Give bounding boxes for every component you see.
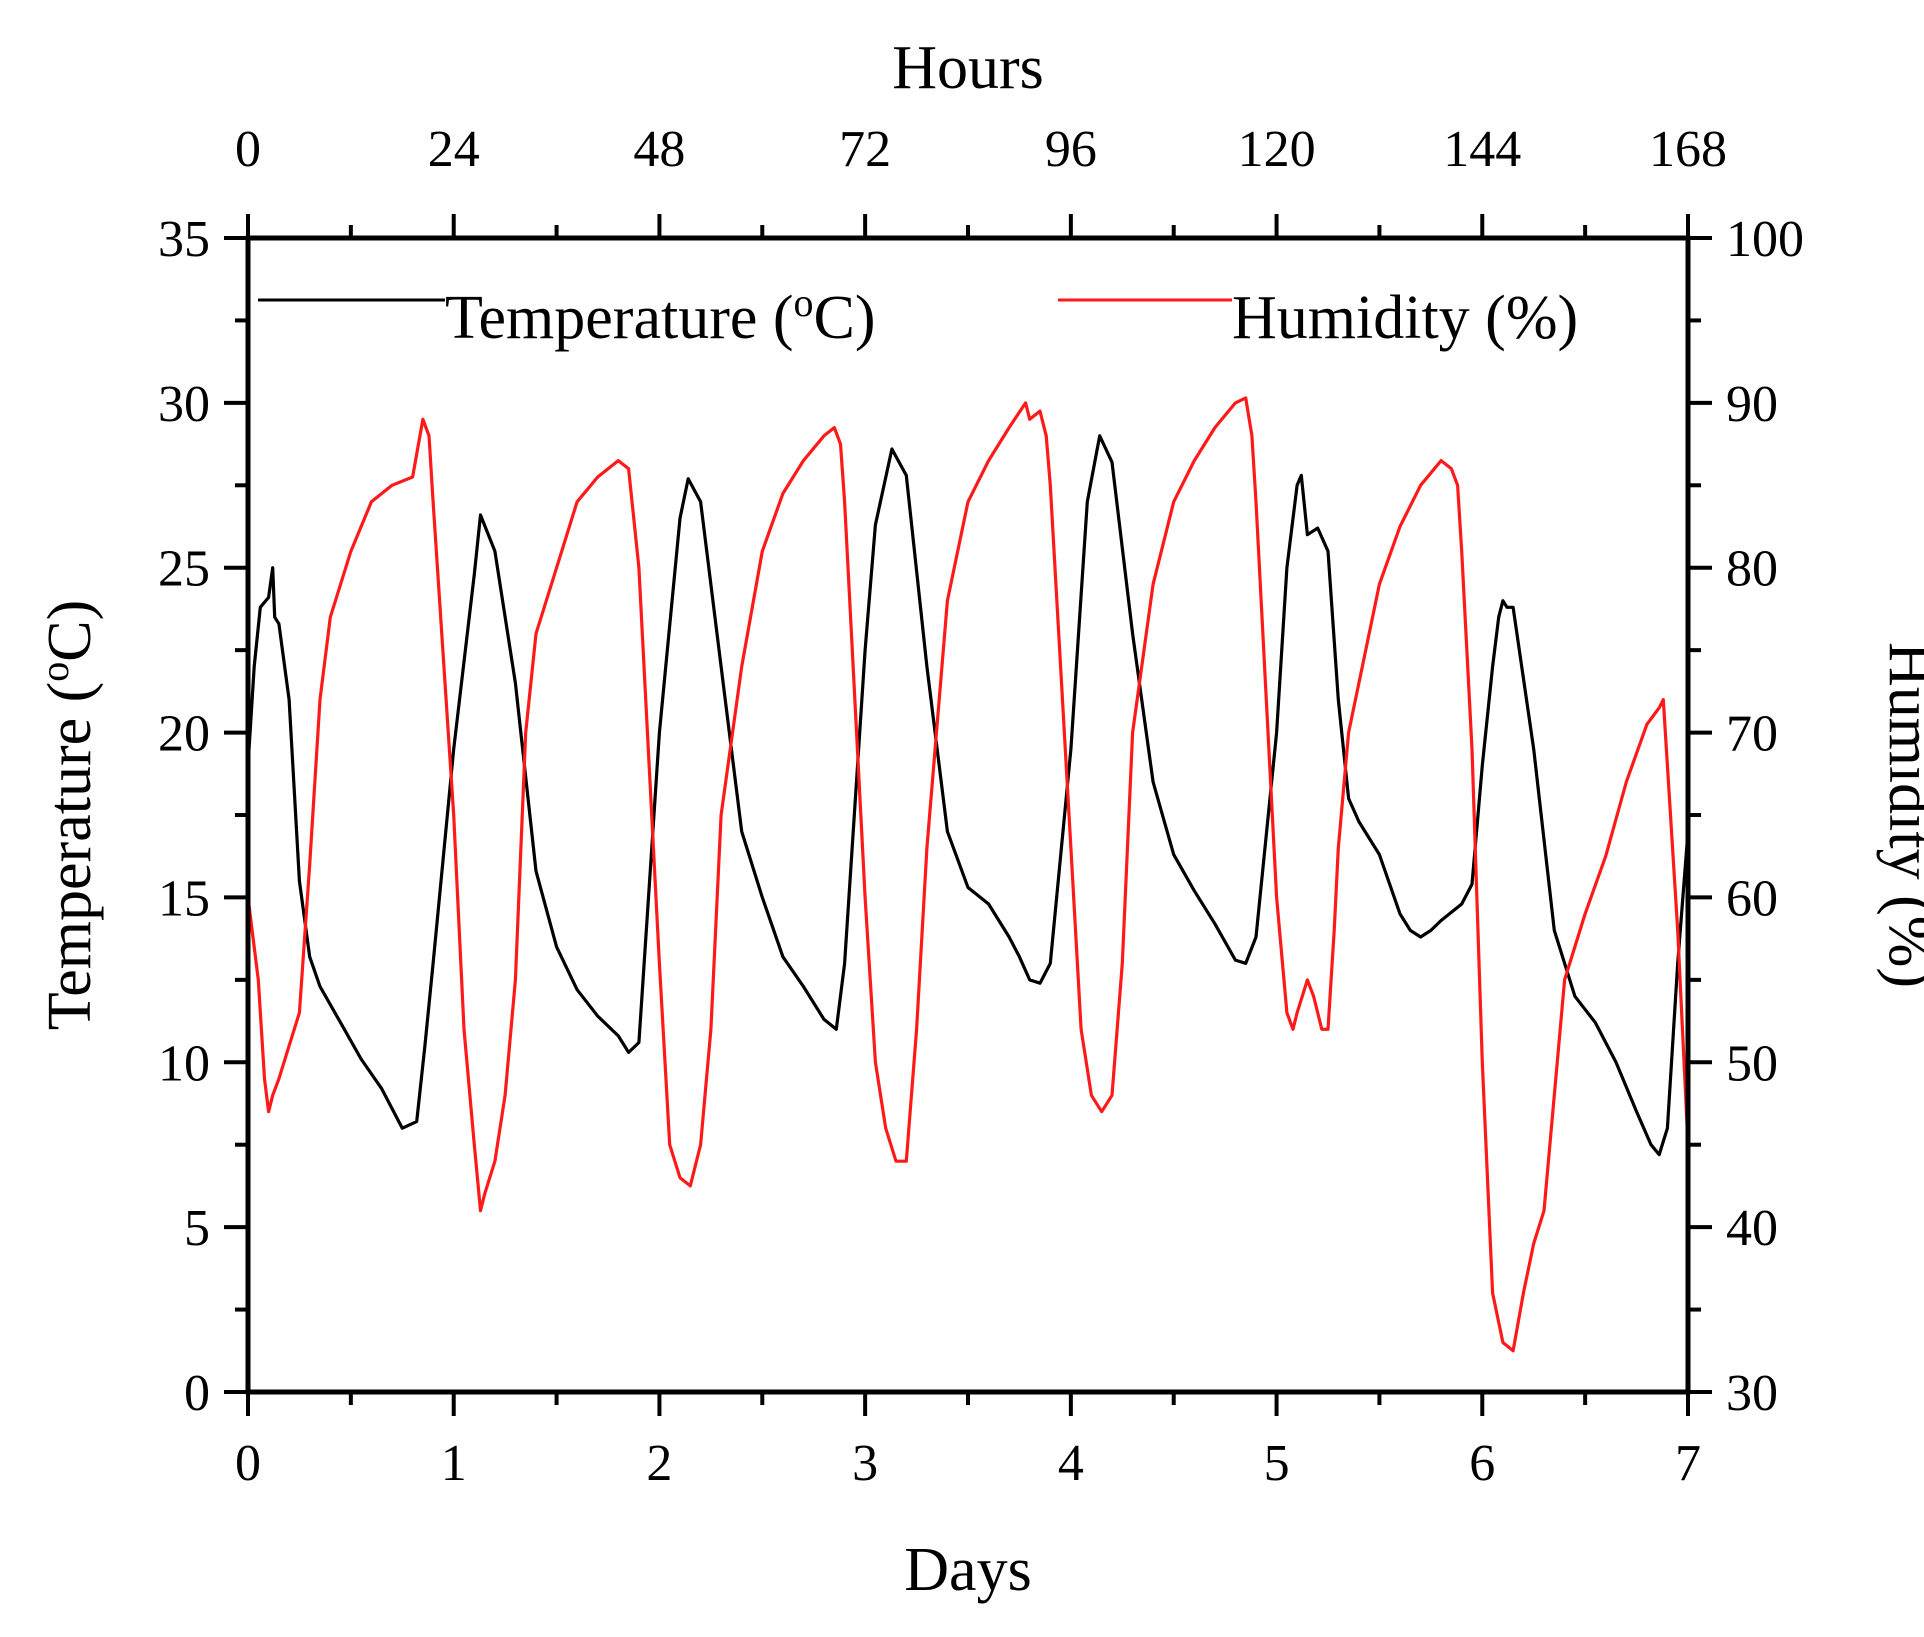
x-axis-title-days: Days (904, 1536, 1031, 1604)
y-right-tick-label: 40 (1726, 1200, 1778, 1257)
x-bottom-tick-label: 2 (646, 1435, 672, 1492)
y-right-tick-label: 50 (1726, 1035, 1778, 1092)
y-right-tick-label: 100 (1726, 211, 1804, 268)
legend: Temperature (oC) Humidity (%) (258, 280, 1578, 352)
legend-label-temperature-part-2: C) (814, 284, 876, 352)
y-right-tick-label: 60 (1726, 870, 1778, 927)
y-left-tick-label: 30 (158, 376, 210, 433)
x-top-tick-label: 24 (428, 121, 480, 178)
x-bottom-tick-label: 5 (1264, 1435, 1290, 1492)
plot-area-frame (245, 235, 1691, 1395)
y-left-tick-label: 25 (158, 541, 210, 598)
y-right-tick-label: 90 (1726, 376, 1778, 433)
x-top-tick-label: 0 (235, 121, 261, 178)
x-top-tick-label: 168 (1649, 121, 1727, 178)
series-line-temperature (246, 434, 1690, 1157)
y-right-tick-label: 80 (1726, 541, 1778, 598)
y-left-tick-label: 35 (158, 211, 210, 268)
legend-label-temperature: Temperature (oC) (445, 280, 876, 352)
legend-degree-superscript: o (794, 280, 814, 325)
y-left-tick-label: 10 (158, 1035, 210, 1092)
y-left-tick-label: 15 (158, 870, 210, 927)
x-bottom-tick-label: 6 (1469, 1435, 1495, 1492)
degree-superscript: o (32, 662, 77, 682)
y-axis-title-temperature-part-1: Temperature ( (36, 682, 104, 1031)
plot-lines (246, 396, 1690, 1353)
y-axis-title-humidity: Humidity (%) (1876, 642, 1924, 988)
x-top-tick-label: 48 (633, 121, 685, 178)
tick-marks (224, 214, 1712, 1416)
tick-labels: 0 1 2 3 4 5 6 70 24 48 72 96 120 144 16805101520253035… (158, 121, 1804, 1492)
y-axis-title-temperature-part-2: C) (36, 600, 104, 662)
y-right-tick-label: 70 (1726, 706, 1778, 763)
x-top-tick-label: 72 (839, 121, 891, 178)
series-line-humidity (246, 396, 1690, 1353)
y-left-tick-label: 5 (184, 1200, 210, 1257)
x-bottom-tick-label: 3 (852, 1435, 878, 1492)
x-top-tick-label: 120 (1238, 121, 1316, 178)
y-right-tick-label: 30 (1726, 1365, 1778, 1422)
y-axis-title-temperature: Temperature (oC) (32, 600, 104, 1031)
y-left-tick-label: 0 (184, 1365, 210, 1422)
x-top-tick-label: 96 (1045, 121, 1097, 178)
x-bottom-tick-label: 0 (235, 1435, 261, 1492)
x-bottom-tick-label: 4 (1058, 1435, 1084, 1492)
x-bottom-tick-label: 7 (1675, 1435, 1701, 1492)
legend-label-temperature-part-1: Temperature ( (445, 284, 794, 352)
x-bottom-tick-label: 1 (441, 1435, 467, 1492)
x-axis-title-hours: Hours (892, 34, 1044, 102)
legend-label-humidity: Humidity (%) (1232, 284, 1578, 352)
x-top-tick-label: 144 (1443, 121, 1521, 178)
y-left-tick-label: 20 (158, 706, 210, 763)
